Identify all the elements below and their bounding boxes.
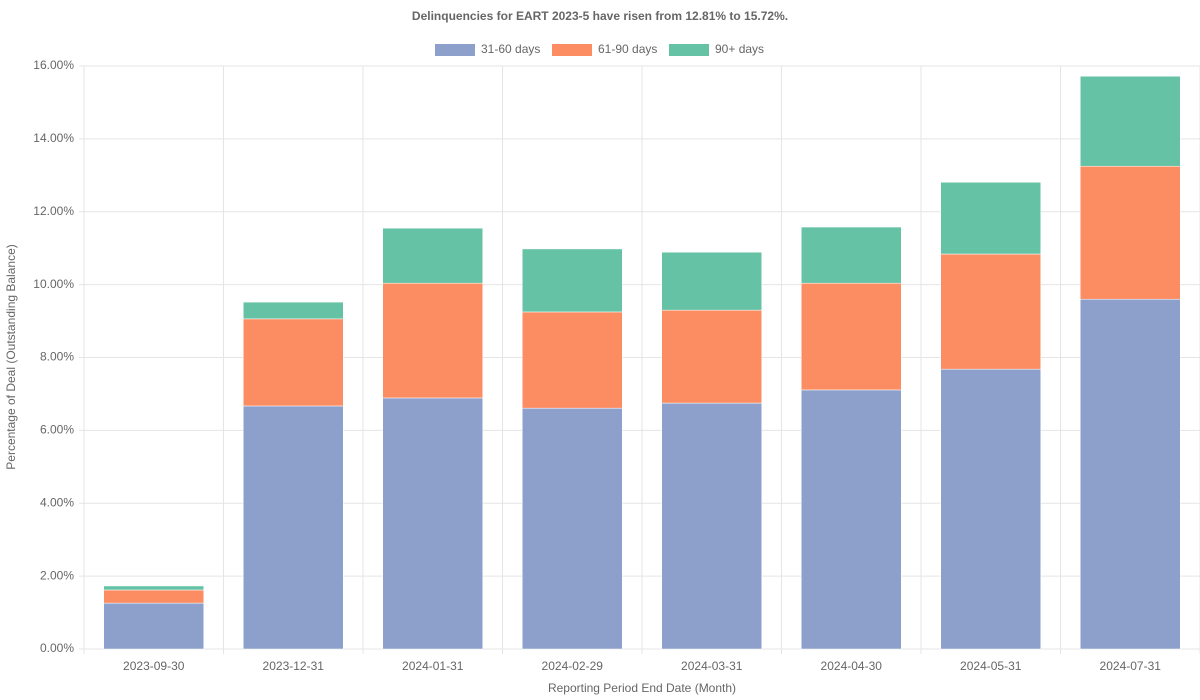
bar-segment: [940, 181, 1041, 255]
bar-segment: [382, 282, 483, 399]
bar-segment: [801, 282, 902, 391]
y-tick-label: 4.00%: [40, 495, 74, 509]
y-axis-label: Percentage of Deal (Outstanding Balance): [4, 244, 18, 469]
bar-segment: [940, 253, 1041, 370]
bar-segment: [801, 389, 902, 650]
bar-segment: [382, 227, 483, 284]
bar-segment: [522, 311, 623, 409]
legend-swatch: [669, 44, 709, 56]
legend-label: 31-60 days: [481, 42, 540, 56]
x-tick-label: 2023-12-31: [263, 659, 325, 673]
legend-swatch: [552, 44, 592, 56]
x-tick-label: 2024-07-31: [1100, 659, 1162, 673]
bar-segment: [243, 301, 344, 320]
y-tick-label: 12.00%: [33, 204, 74, 218]
x-tick-label: 2024-04-30: [821, 659, 883, 673]
x-tick-label: 2023-09-30: [123, 659, 185, 673]
bar-segment: [1080, 75, 1181, 167]
bar-segment: [1080, 165, 1181, 300]
y-tick-label: 2.00%: [40, 568, 74, 582]
bar-segment: [103, 589, 204, 604]
bar-segment: [522, 407, 623, 650]
bar-segment: [382, 397, 483, 650]
legend-label: 61-90 days: [598, 42, 657, 56]
y-tick-label: 14.00%: [33, 131, 74, 145]
y-tick-label: 0.00%: [40, 641, 74, 655]
y-tick-label: 8.00%: [40, 350, 74, 364]
chart-title: Delinquencies for EART 2023-5 have risen…: [412, 9, 788, 23]
legend-swatch: [435, 44, 475, 56]
x-tick-label: 2024-01-31: [402, 659, 464, 673]
bar-segment: [661, 309, 762, 404]
y-tick-label: 10.00%: [33, 277, 74, 291]
x-tick-label: 2024-02-29: [542, 659, 604, 673]
legend-label: 90+ days: [715, 42, 764, 56]
bar-segment: [661, 251, 762, 311]
bar-segment: [1080, 298, 1181, 650]
bar-segment: [243, 318, 344, 407]
bar-segment: [522, 248, 623, 313]
bar-segment: [243, 405, 344, 650]
bar-segment: [103, 585, 204, 591]
x-axis-label: Reporting Period End Date (Month): [548, 681, 736, 695]
x-tick-label: 2024-03-31: [681, 659, 743, 673]
bar-segment: [801, 226, 902, 284]
bar-segment: [661, 402, 762, 650]
y-tick-label: 16.00%: [33, 58, 74, 72]
y-tick-label: 6.00%: [40, 423, 74, 437]
bar-segment: [103, 602, 204, 650]
x-tick-label: 2024-05-31: [960, 659, 1022, 673]
bar-segment: [940, 368, 1041, 650]
